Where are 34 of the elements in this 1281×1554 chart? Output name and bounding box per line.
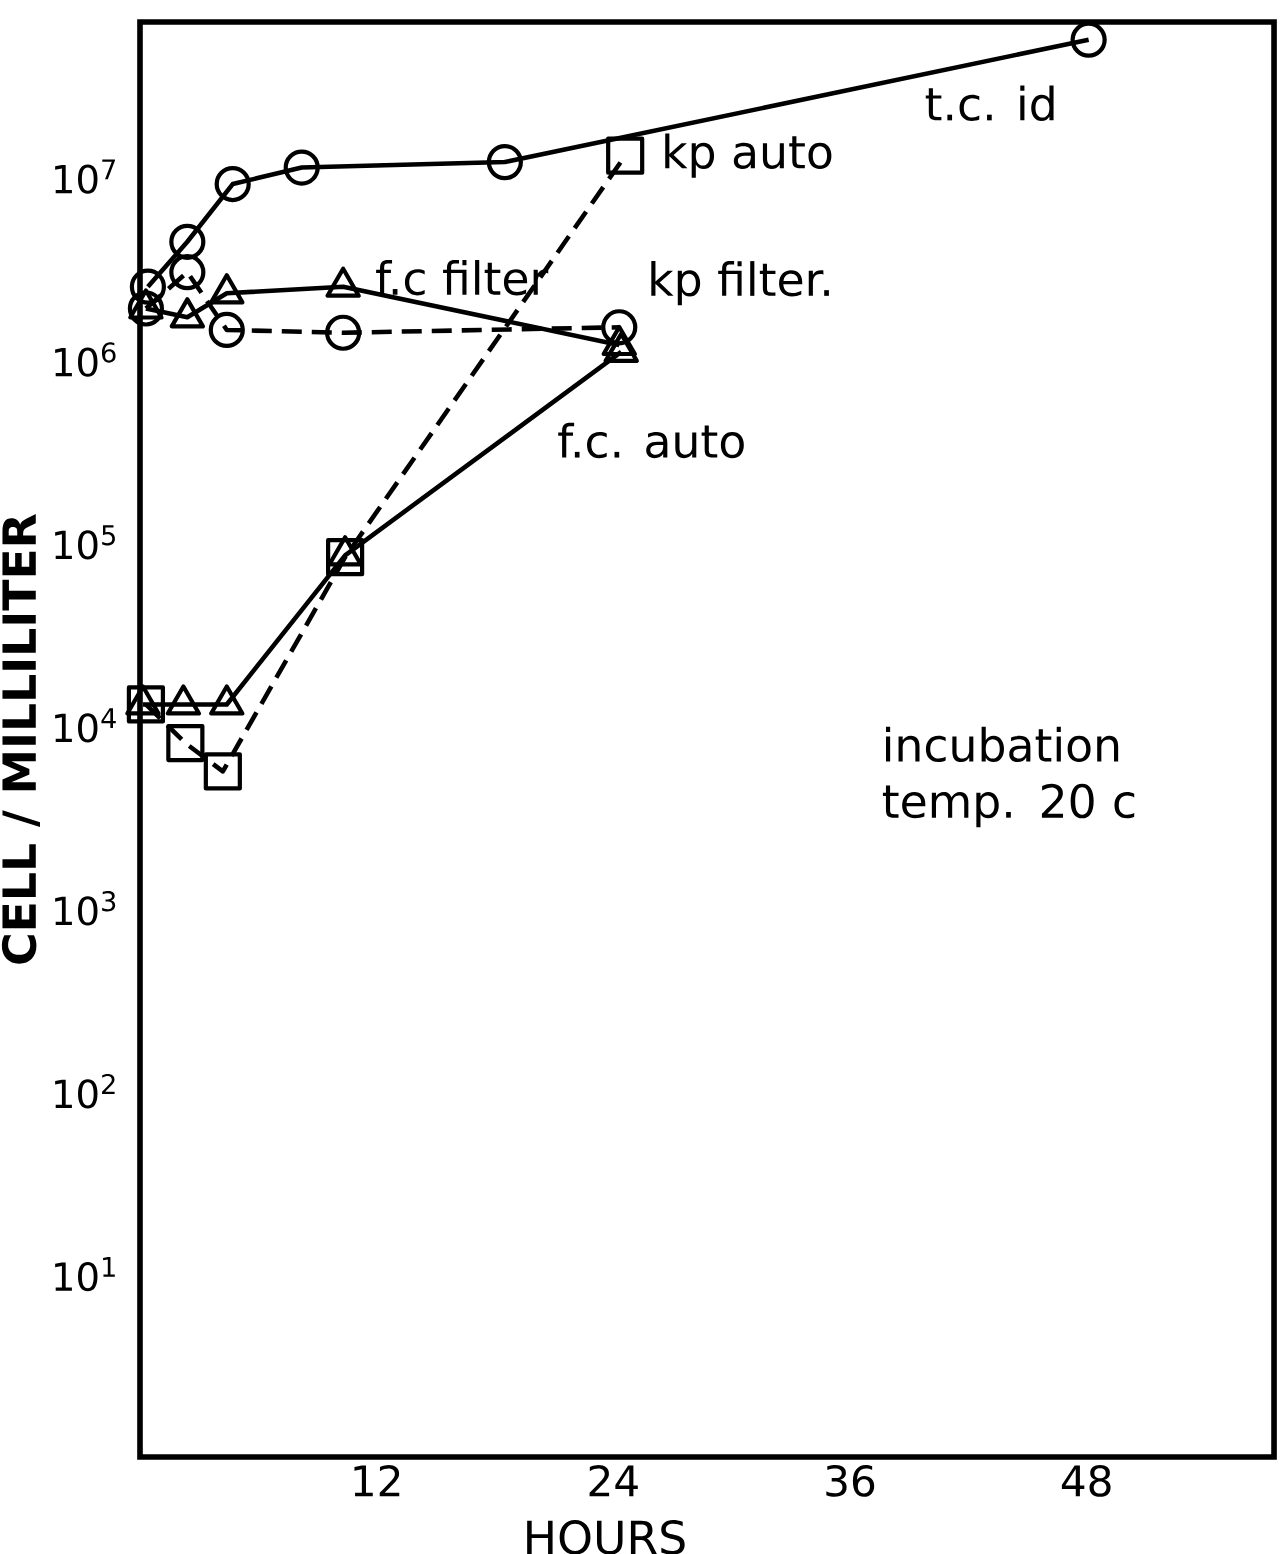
point (126, 685, 166, 724)
point (486, 143, 523, 181)
point (166, 723, 205, 763)
series-label: f.c filter (376, 259, 549, 296)
point (283, 149, 320, 186)
y-tick-label: 10$^{4}$ (55, 708, 116, 743)
point (203, 752, 242, 791)
point (214, 165, 251, 203)
point (129, 268, 166, 305)
y-tick-label: 10$^{7}$ (55, 159, 115, 194)
x-tick-label: 48 (1061, 1464, 1111, 1497)
series-label: kp filter. (651, 261, 829, 306)
series-label: t.c. id (925, 85, 1054, 122)
point (326, 538, 365, 577)
x-tick-label: 36 (826, 1464, 875, 1497)
series-label: kp auto (665, 133, 832, 178)
y-axis-title: CELL / MILLILITER (1, 514, 41, 964)
series-label: f.c. auto (558, 422, 744, 459)
y-tick-label: 10$^{6}$ (55, 342, 116, 377)
point (606, 136, 645, 175)
point (169, 223, 206, 260)
y-tick-label: 10$^{2}$ (55, 1073, 115, 1109)
point (325, 314, 362, 351)
point (169, 254, 206, 291)
point (208, 311, 245, 349)
x-tick-label: 24 (589, 1464, 638, 1497)
x-tick-label: 12 (354, 1464, 400, 1497)
y-tick-label: 10$^{1}$ (55, 1256, 115, 1292)
point (1070, 21, 1107, 58)
x-axis-title: HOURS (527, 1520, 685, 1554)
y-tick-label: 10$^{3}$ (55, 890, 116, 926)
y-tick-label: 10$^{5}$ (55, 525, 115, 560)
point (601, 309, 638, 346)
annotation: incubation temp. 20 c (882, 726, 1135, 828)
